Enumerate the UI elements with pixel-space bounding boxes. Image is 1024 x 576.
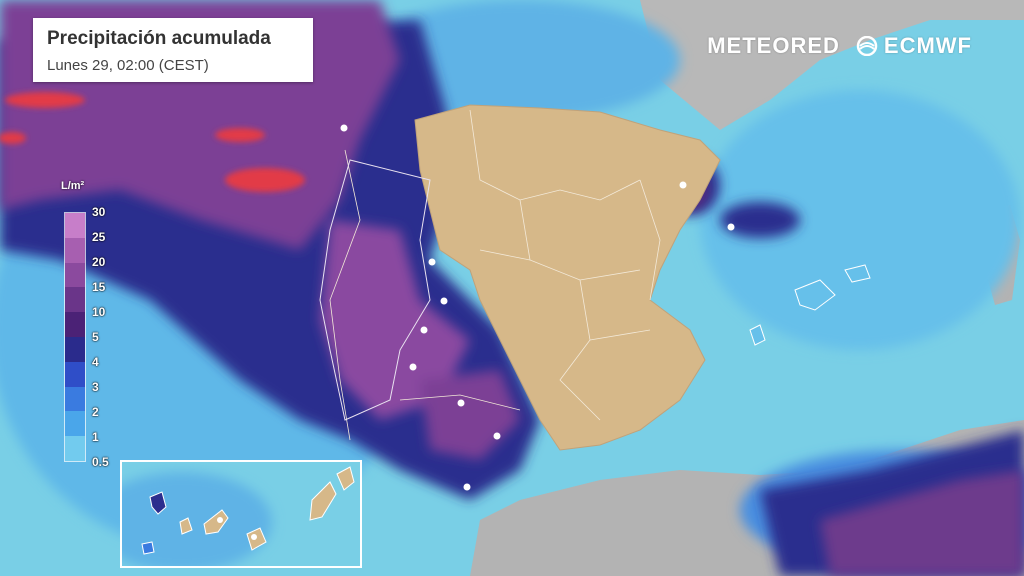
legend-swatch bbox=[65, 262, 85, 288]
ecmwf-label: ECMWF bbox=[883, 33, 972, 58]
legend-label: 10 bbox=[92, 305, 106, 319]
brand-logos: METEORED ECMWF bbox=[707, 33, 972, 59]
ecmwf-icon bbox=[856, 36, 878, 56]
france-land bbox=[420, 0, 1024, 130]
title-panel: Precipitación acumulada Lunes 29, 02:00 … bbox=[33, 18, 313, 82]
legend-swatch bbox=[65, 436, 85, 461]
legend-color-bar bbox=[64, 212, 86, 462]
canary-islands-inset bbox=[92, 460, 362, 572]
legend-label: 15 bbox=[92, 280, 106, 294]
precipitation-legend: L/m² 30 25 20 15 10 5 4 3 2 1 0.5 bbox=[58, 180, 124, 469]
meteored-logo: METEORED bbox=[707, 33, 840, 58]
balearic-islands bbox=[749, 264, 871, 346]
legend-label: 0.5 bbox=[92, 455, 109, 469]
legend-swatch bbox=[65, 336, 85, 362]
legend-label: 20 bbox=[92, 255, 106, 269]
legend-label: 1 bbox=[92, 430, 99, 444]
canary-islands-map bbox=[92, 462, 360, 572]
region-borders bbox=[329, 109, 661, 441]
legend-label: 25 bbox=[92, 230, 106, 244]
legend-unit: L/m² bbox=[61, 180, 85, 192]
city-markers bbox=[340, 124, 735, 491]
legend-swatch bbox=[65, 213, 85, 238]
extreme-rain-cells bbox=[0, 92, 305, 192]
canary-islands bbox=[141, 466, 355, 555]
map-title: Precipitación acumulada bbox=[47, 28, 271, 49]
legend-swatch bbox=[65, 312, 85, 337]
legend-label: 3 bbox=[92, 380, 99, 394]
portugal-outline bbox=[319, 159, 431, 421]
ecmwf-logo: ECMWF bbox=[854, 33, 972, 59]
legend-swatch bbox=[65, 411, 85, 437]
legend-swatch bbox=[65, 386, 85, 412]
legend-label: 4 bbox=[92, 355, 99, 369]
legend-swatch bbox=[65, 237, 85, 263]
legend-label: 2 bbox=[92, 405, 99, 419]
map-subtitle: Lunes 29, 02:00 (CEST) bbox=[47, 57, 209, 74]
legend-label: 30 bbox=[92, 205, 106, 219]
legend-label: 5 bbox=[92, 330, 99, 344]
legend-swatch bbox=[65, 287, 85, 313]
legend-swatch bbox=[65, 361, 85, 387]
